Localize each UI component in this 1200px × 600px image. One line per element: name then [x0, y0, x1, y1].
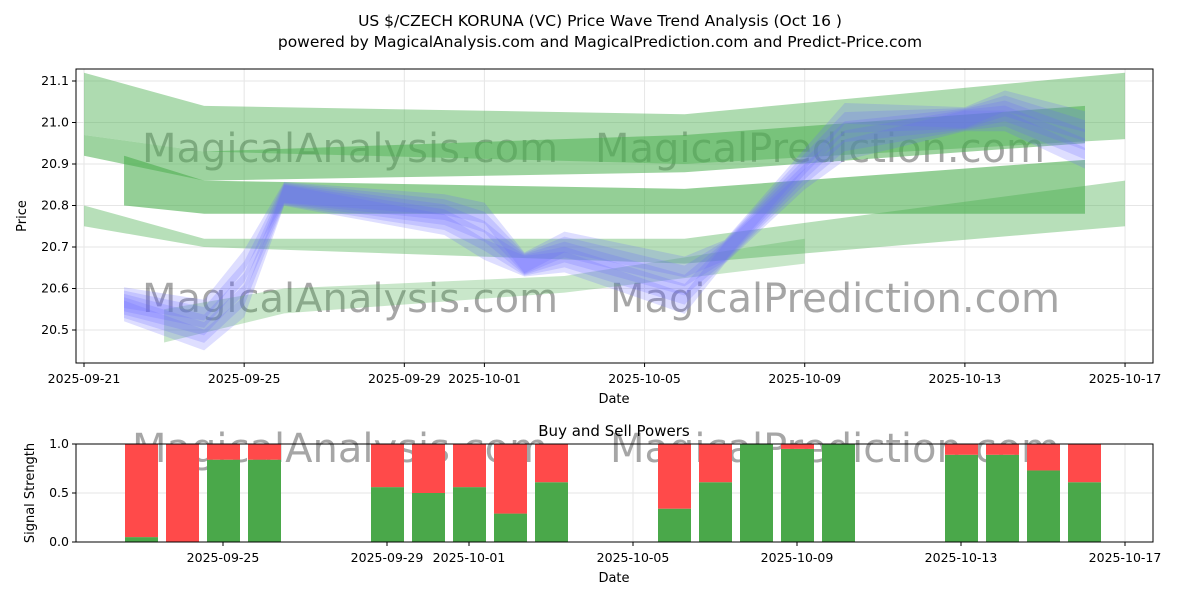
- y-tick-label: 0.0: [49, 534, 69, 549]
- sell-bar: [494, 444, 527, 514]
- y-tick-label: 20.7: [41, 239, 69, 254]
- sell-bar: [207, 444, 240, 460]
- bottom-x-label: Date: [598, 571, 629, 586]
- blue-wave-band: [124, 110, 1086, 351]
- x-tick-label: 2025-10-13: [929, 371, 1002, 386]
- x-tick-label: 2025-10-17: [1089, 550, 1162, 565]
- blue-wave-band: [124, 100, 1086, 336]
- sell-bar: [945, 444, 978, 455]
- x-tick-label: 2025-10-05: [608, 371, 681, 386]
- top-x-label: Date: [598, 392, 629, 407]
- sell-bar: [658, 444, 691, 509]
- sell-bar: [1027, 444, 1060, 471]
- sell-bar: [412, 444, 445, 493]
- sell-bar: [371, 444, 404, 488]
- x-tick-label: 2025-09-29: [368, 371, 441, 386]
- buy-bar: [740, 444, 773, 542]
- sell-bar: [699, 444, 732, 483]
- buy-bar: [125, 537, 158, 542]
- bottom-title: Buy and Sell Powers: [538, 422, 690, 440]
- buy-bar: [412, 493, 445, 542]
- sell-bar: [248, 444, 281, 460]
- buy-bar: [1068, 482, 1101, 542]
- x-tick-label: 2025-10-17: [1089, 371, 1162, 386]
- watermark: MagicalAnalysis.com: [142, 276, 558, 322]
- buy-bar: [781, 448, 814, 542]
- y-tick-label: 20.6: [41, 281, 69, 296]
- buy-bar: [535, 482, 568, 542]
- sell-bar: [535, 444, 568, 483]
- x-tick-label: 2025-09-21: [48, 371, 121, 386]
- sell-bar: [986, 444, 1019, 455]
- sell-bar: [125, 444, 158, 538]
- buy-bar: [494, 513, 527, 542]
- buy-bar: [453, 487, 486, 542]
- blue-wave-band: [124, 90, 1086, 321]
- sell-bar: [453, 444, 486, 488]
- blue-wave-band: [124, 105, 1086, 343]
- buy-bar: [248, 459, 281, 542]
- buy-bar: [1027, 470, 1060, 542]
- y-tick-label: 1.0: [49, 436, 69, 451]
- x-tick-label: 2025-09-25: [187, 550, 260, 565]
- blue-wave-band: [124, 95, 1086, 328]
- chart-subtitle: powered by MagicalAnalysis.com and Magic…: [278, 33, 922, 51]
- x-tick-label: 2025-10-05: [597, 550, 670, 565]
- sell-bar: [781, 444, 814, 449]
- x-tick-label: 2025-10-09: [761, 550, 834, 565]
- y-tick-label: 20.8: [41, 198, 69, 213]
- green-trend-band: [124, 155, 1086, 214]
- y-tick-label: 20.5: [41, 322, 69, 337]
- green-trend-band: [164, 238, 805, 343]
- x-tick-label: 2025-10-01: [433, 550, 506, 565]
- green-trend-band: [84, 180, 1126, 264]
- watermark: MagicalPrediction.com: [610, 276, 1060, 322]
- chart-title: US $/CZECH KORUNA (VC) Price Wave Trend …: [358, 12, 842, 30]
- x-tick-label: 2025-10-09: [768, 371, 841, 386]
- green-trend-band: [84, 105, 1085, 181]
- x-tick-label: 2025-10-01: [448, 371, 521, 386]
- sell-bar: [166, 444, 199, 542]
- y-tick-label: 21.0: [41, 115, 69, 130]
- buy-bar: [822, 444, 855, 542]
- sell-bar: [1068, 444, 1101, 483]
- top-y-label: Price: [15, 200, 30, 232]
- buy-bar: [986, 454, 1019, 542]
- buy-bar: [371, 487, 404, 542]
- buy-bar: [658, 508, 691, 542]
- x-tick-label: 2025-10-13: [925, 550, 998, 565]
- x-tick-label: 2025-09-29: [351, 550, 424, 565]
- buy-bar: [207, 459, 240, 542]
- top-axes-frame: [75, 68, 1154, 364]
- y-tick-label: 20.9: [41, 156, 69, 171]
- y-tick-label: 21.1: [41, 73, 69, 88]
- buy-bar: [945, 454, 978, 542]
- y-tick-label: 0.5: [49, 485, 69, 500]
- buy-bar: [699, 482, 732, 542]
- x-tick-label: 2025-09-25: [208, 371, 281, 386]
- bottom-y-label: Signal Strength: [23, 443, 38, 543]
